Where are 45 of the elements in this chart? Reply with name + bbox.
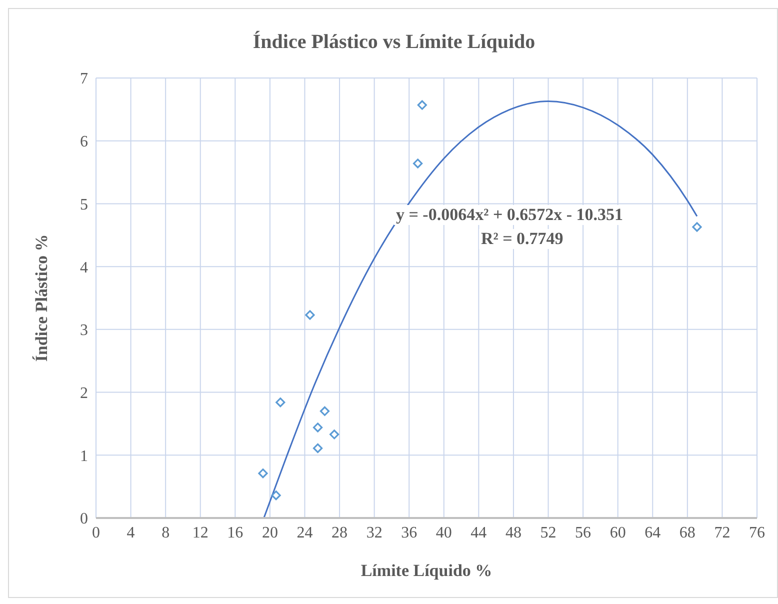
annotation: y = -0.0064x² + 0.6572x - 10.351 [394,205,626,225]
y-tick-label: 7 [80,70,88,88]
y-axis-title: Índice Plástico % [32,234,52,362]
y-tick-label: 1 [80,448,88,465]
x-tick-label: 40 [436,524,452,542]
x-tick-label: 4 [126,524,135,542]
y-tick-label: 6 [80,134,88,151]
y-tick-label: 5 [80,196,88,214]
x-tick-label: 20 [262,524,278,542]
point [258,468,268,478]
point [330,430,340,440]
x-tick-label: 64 [644,524,661,542]
y-tick-label: 0 [80,510,88,528]
x-tick-label: 36 [401,524,418,542]
x-tick-label: 76 [749,524,765,542]
x-tick-label: 60 [610,524,626,542]
x-tick-label: 8 [162,524,170,542]
chart-title: Índice Plástico vs Límite Líquido [252,31,536,54]
x-tick-label: 32 [366,524,382,542]
point [305,310,315,320]
x-tick-label: 0 [92,524,100,542]
x-tick-label: 24 [296,524,313,542]
point [417,100,427,110]
x-tick-label: 56 [575,524,592,542]
point [312,443,323,454]
x-tick-label: 12 [192,524,208,542]
line-series [263,100,698,518]
x-tick-label: 72 [714,524,730,542]
y-tick-label: 3 [80,322,88,340]
x-axis-title: Límite Líquido % [360,561,492,580]
point [271,490,281,500]
point [276,398,286,408]
point [692,222,702,232]
y-tick-label: 2 [80,384,88,402]
y-tick-label: 4 [80,259,88,276]
point [320,406,330,416]
x-tick-label: 68 [679,524,696,542]
x-tick-label: 52 [540,524,556,542]
x-tick-label: 48 [505,524,522,542]
x-tick-label: 16 [227,524,244,542]
point [413,158,423,168]
x-tick-label: 44 [470,524,487,542]
x-tick-label: 28 [332,524,348,542]
point [312,422,323,432]
annotation: R² = 0.7749 [479,229,566,249]
